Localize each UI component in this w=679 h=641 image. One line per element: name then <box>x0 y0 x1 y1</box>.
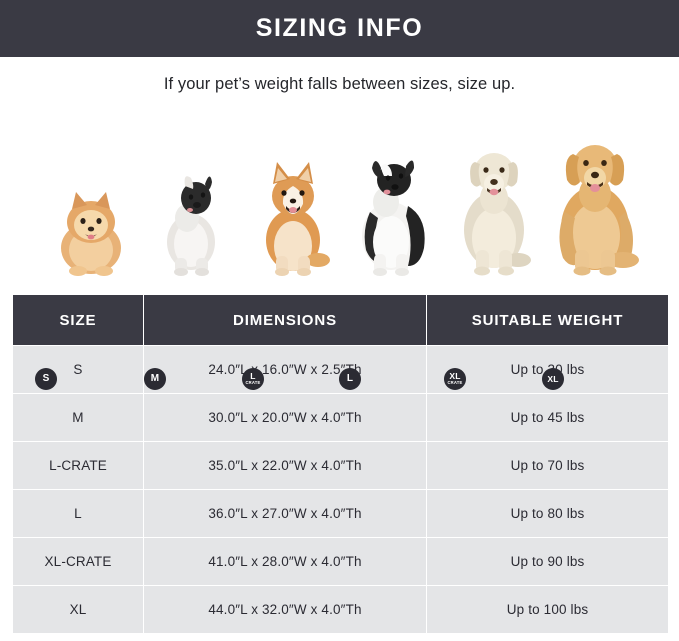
size-badge-xl-crate-label: XL <box>449 371 461 382</box>
size-badge-l-label: L <box>346 373 354 384</box>
cell-weight: Up to 100 lbs <box>426 585 669 634</box>
cell-dimensions: 41.0″L x 28.0″W x 4.0″Th <box>143 537 427 586</box>
size-badge-s: S <box>35 368 57 390</box>
cell-weight: Up to 90 lbs <box>426 537 669 586</box>
column-header-dimensions: DIMENSIONS <box>143 294 427 346</box>
cell-weight: Up to 70 lbs <box>426 441 669 490</box>
dog-medium-icon <box>167 176 215 276</box>
size-badge-m: M <box>144 368 166 390</box>
cell-size: XL-CRATE <box>12 537 144 586</box>
dog-slot-xl-crate <box>450 134 538 276</box>
size-badge-xl-label: XL <box>547 373 559 384</box>
page-title: SIZING INFO <box>255 14 424 42</box>
sizing-note: If your pet’s weight falls between sizes… <box>163 75 516 93</box>
sizing-table-body: S 24.0″L x 16.0″W x 2.5″Th Up to 30 lbs … <box>12 345 669 634</box>
size-badge-m-label: M <box>150 373 160 384</box>
page-header-bar: SIZING INFO <box>0 0 679 57</box>
size-badge-l-crate: L CRATE <box>242 368 264 390</box>
table-header-row: SIZE DIMENSIONS SUITABLE WEIGHT <box>12 294 669 346</box>
size-badge-xl-crate-sublabel: CRATE <box>447 380 463 386</box>
dog-size-illustrations: S M <box>0 122 679 390</box>
dog-small-icon <box>61 192 121 276</box>
cell-weight: Up to 80 lbs <box>426 489 669 538</box>
dog-slot-xl <box>547 128 643 276</box>
dog-slot-m <box>155 158 227 276</box>
table-row: S 24.0″L x 16.0″W x 2.5″Th Up to 30 lbs <box>12 345 669 394</box>
dog-slot-l <box>348 142 434 276</box>
dog-large-crate-icon <box>266 162 330 276</box>
dog-xlarge-crate-icon <box>464 153 531 276</box>
cell-dimensions: 35.0″L x 22.0″W x 4.0″Th <box>143 441 427 490</box>
dog-slot-l-crate <box>252 148 334 276</box>
size-badge-xl: XL <box>542 368 564 390</box>
size-badge-l-crate-label: L <box>250 371 256 382</box>
cell-size: L-CRATE <box>12 441 144 490</box>
table-row: L 36.0″L x 27.0″W x 4.0″Th Up to 80 lbs <box>12 489 669 538</box>
table-row: XL-CRATE 41.0″L x 28.0″W x 4.0″Th Up to … <box>12 537 669 586</box>
cell-size: L <box>12 489 144 538</box>
dog-large-icon <box>362 160 425 276</box>
cell-dimensions: 36.0″L x 27.0″W x 4.0″Th <box>143 489 427 538</box>
size-badge-l-crate-sublabel: CRATE <box>245 380 261 386</box>
cell-dimensions: 44.0″L x 32.0″W x 4.0″Th <box>143 585 427 634</box>
column-header-size: SIZE <box>12 294 144 346</box>
sizing-table-head: SIZE DIMENSIONS SUITABLE WEIGHT <box>12 294 669 346</box>
cell-dimensions: 30.0″L x 20.0″W x 4.0″Th <box>143 393 427 442</box>
dog-xlarge-icon <box>559 145 639 276</box>
cell-size: M <box>12 393 144 442</box>
table-row: L-CRATE 35.0″L x 22.0″W x 4.0″Th Up to 7… <box>12 441 669 490</box>
size-badge-xl-crate: XL CRATE <box>444 368 466 390</box>
cell-size: XL <box>12 585 144 634</box>
cell-size: S <box>12 345 144 394</box>
size-badge-s-label: S <box>42 373 50 384</box>
sizing-table: SIZE DIMENSIONS SUITABLE WEIGHT S 24.0″L… <box>12 294 669 634</box>
table-row: M 30.0″L x 20.0″W x 4.0″Th Up to 45 lbs <box>12 393 669 442</box>
table-row: XL 44.0″L x 32.0″W x 4.0″Th Up to 100 lb… <box>12 585 669 634</box>
dog-slot-s <box>48 176 134 276</box>
size-badge-l: L <box>339 368 361 390</box>
cell-weight: Up to 45 lbs <box>426 393 669 442</box>
cell-dimensions: 24.0″L x 16.0″W x 2.5″Th <box>143 345 427 394</box>
column-header-suitable-weight: SUITABLE WEIGHT <box>426 294 669 346</box>
